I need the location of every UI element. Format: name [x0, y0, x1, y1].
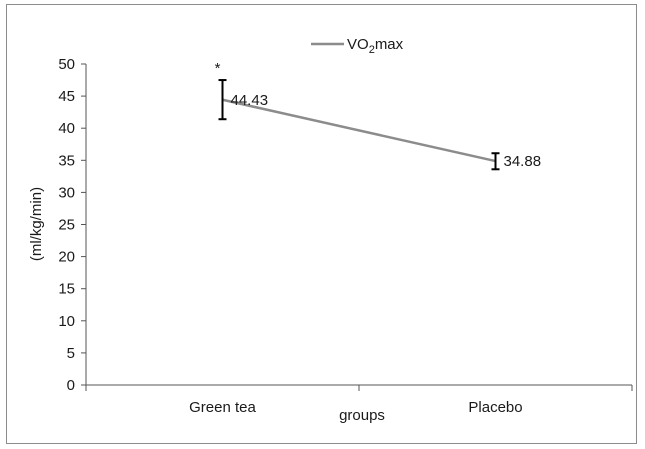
y-tick-label: 40: [58, 120, 75, 137]
y-tick-label: 0: [67, 377, 75, 394]
y-axis: 0 5 10 15 20 25 30 35 40 45 50: [58, 56, 87, 394]
legend-label-prefix: VO: [347, 36, 369, 53]
x-tick-label: Green tea: [189, 399, 256, 416]
y-tick-label: 20: [58, 249, 75, 266]
error-bar: [491, 152, 500, 171]
y-tick-label: 35: [58, 152, 75, 169]
x-axis-title: groups: [339, 407, 385, 424]
data-label: 34.88: [504, 153, 542, 170]
x-tick-label: Placebo: [468, 399, 522, 416]
y-tick-label: 5: [67, 345, 75, 362]
legend-label-subscript: 2: [369, 44, 375, 56]
data-label: 44.43: [231, 92, 269, 109]
legend: VO2max: [311, 36, 404, 56]
y-tick-label: 30: [58, 184, 75, 201]
series-line: [222, 98, 496, 163]
y-tick-label: 45: [58, 88, 75, 105]
legend-label-suffix: max: [375, 36, 404, 53]
x-axis: Green tea Placebo: [85, 384, 633, 416]
y-tick-label: 50: [58, 56, 75, 73]
significance-marker: *: [215, 60, 221, 77]
y-axis-title: (ml/kg/min): [28, 187, 45, 261]
legend-label: VO2max: [347, 36, 404, 56]
y-tick-label: 10: [58, 313, 75, 330]
error-bar: [218, 79, 227, 121]
y-tick-label: 25: [58, 217, 75, 234]
y-tick-label: 15: [58, 281, 75, 298]
series-layer: 44.43 34.88 *: [215, 60, 542, 171]
chart-frame: [6, 4, 637, 444]
